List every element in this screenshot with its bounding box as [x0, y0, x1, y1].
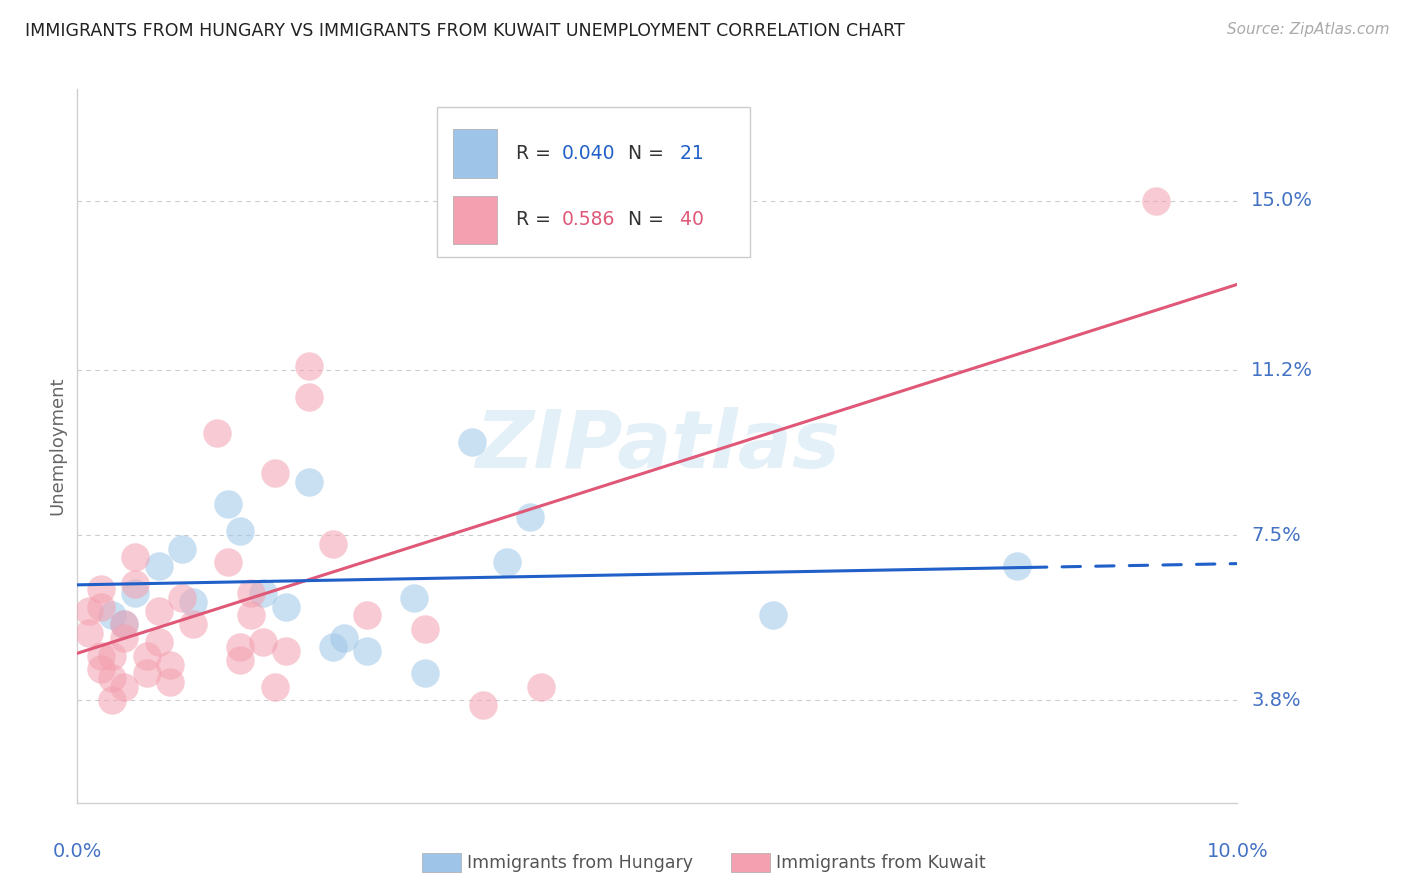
- Point: [112, 631, 135, 645]
- Point: [170, 591, 193, 605]
- Text: 3.8%: 3.8%: [1251, 690, 1301, 710]
- Point: [217, 555, 239, 569]
- Point: [298, 359, 321, 373]
- Text: ZIPatlas: ZIPatlas: [475, 407, 839, 485]
- Point: [101, 693, 124, 707]
- Point: [461, 434, 484, 449]
- Point: [762, 608, 785, 623]
- Point: [519, 510, 541, 524]
- Point: [183, 617, 205, 632]
- Point: [90, 662, 111, 676]
- Point: [240, 608, 263, 623]
- Point: [136, 666, 159, 681]
- Text: Immigrants from Hungary: Immigrants from Hungary: [467, 854, 693, 871]
- Point: [148, 604, 170, 618]
- Text: R =: R =: [516, 211, 557, 229]
- Point: [263, 466, 285, 480]
- Point: [159, 657, 181, 672]
- Text: 40: 40: [673, 211, 703, 229]
- Point: [274, 644, 298, 658]
- Point: [321, 537, 344, 551]
- Point: [274, 599, 298, 614]
- Point: [170, 541, 193, 556]
- Point: [333, 631, 356, 645]
- Text: N =: N =: [628, 211, 671, 229]
- Text: Immigrants from Kuwait: Immigrants from Kuwait: [776, 854, 986, 871]
- Point: [124, 577, 146, 591]
- Point: [413, 666, 436, 681]
- Point: [148, 635, 170, 649]
- Point: [217, 497, 239, 511]
- Text: R =: R =: [516, 144, 557, 163]
- Point: [183, 595, 205, 609]
- Y-axis label: Unemployment: Unemployment: [48, 376, 66, 516]
- Point: [228, 653, 252, 667]
- Text: 0.0%: 0.0%: [52, 842, 103, 861]
- Text: N =: N =: [628, 144, 671, 163]
- Point: [124, 550, 146, 565]
- Point: [101, 648, 124, 663]
- Text: 11.2%: 11.2%: [1251, 360, 1313, 380]
- Point: [228, 640, 252, 654]
- Point: [77, 626, 100, 640]
- FancyBboxPatch shape: [453, 129, 498, 178]
- Point: [495, 555, 517, 569]
- Point: [112, 617, 135, 632]
- Point: [472, 698, 495, 712]
- Point: [413, 622, 436, 636]
- Point: [298, 475, 321, 489]
- Point: [112, 617, 135, 632]
- Point: [205, 425, 228, 440]
- Point: [298, 390, 321, 404]
- Point: [112, 680, 135, 694]
- FancyBboxPatch shape: [437, 107, 751, 257]
- Text: IMMIGRANTS FROM HUNGARY VS IMMIGRANTS FROM KUWAIT UNEMPLOYMENT CORRELATION CHART: IMMIGRANTS FROM HUNGARY VS IMMIGRANTS FR…: [25, 22, 905, 40]
- FancyBboxPatch shape: [453, 195, 498, 244]
- Text: 21: 21: [673, 144, 703, 163]
- Text: 7.5%: 7.5%: [1251, 525, 1301, 545]
- Point: [90, 599, 111, 614]
- Point: [90, 582, 111, 596]
- Point: [159, 675, 181, 690]
- Text: Source: ZipAtlas.com: Source: ZipAtlas.com: [1226, 22, 1389, 37]
- Point: [356, 644, 378, 658]
- Point: [101, 671, 124, 685]
- Point: [263, 680, 285, 694]
- Point: [252, 635, 274, 649]
- Point: [252, 586, 274, 600]
- Text: 0.040: 0.040: [562, 144, 616, 163]
- Point: [228, 524, 252, 538]
- Point: [240, 586, 263, 600]
- Point: [1144, 194, 1167, 208]
- Text: 15.0%: 15.0%: [1251, 191, 1313, 211]
- Point: [148, 559, 170, 574]
- Point: [530, 680, 553, 694]
- Point: [402, 591, 425, 605]
- Point: [321, 640, 344, 654]
- Text: 10.0%: 10.0%: [1206, 842, 1268, 861]
- Point: [1005, 559, 1028, 574]
- Text: 0.586: 0.586: [562, 211, 616, 229]
- Point: [136, 648, 159, 663]
- Point: [356, 608, 378, 623]
- Point: [77, 604, 100, 618]
- Point: [124, 586, 146, 600]
- Point: [101, 608, 124, 623]
- Point: [90, 648, 111, 663]
